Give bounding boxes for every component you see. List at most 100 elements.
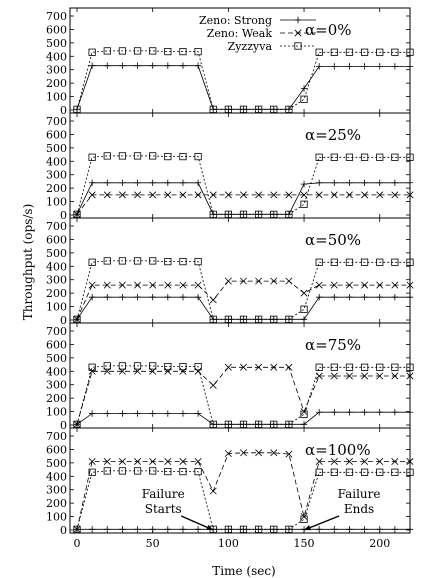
square-marker xyxy=(315,468,323,476)
cross-marker xyxy=(73,525,81,533)
cross-marker xyxy=(361,372,369,380)
plus-marker xyxy=(194,410,202,417)
cross-marker xyxy=(285,191,293,199)
y-tick-label: 300 xyxy=(46,64,67,77)
plus-marker xyxy=(346,409,353,416)
square-marker xyxy=(330,258,338,266)
plus-marker xyxy=(164,526,172,533)
legend-label: Zeno: Weak xyxy=(207,27,273,40)
plus-marker xyxy=(179,526,187,533)
plus-marker xyxy=(315,409,323,416)
plus-marker xyxy=(376,526,383,533)
cross-marker xyxy=(255,277,263,285)
plus-marker xyxy=(406,179,414,186)
square-marker xyxy=(224,525,232,533)
square-marker xyxy=(345,48,354,56)
cross-marker xyxy=(345,281,353,289)
plus-marker xyxy=(73,106,81,113)
plus-marker xyxy=(361,63,368,70)
y-tick-label: 200 xyxy=(46,182,67,195)
square-marker xyxy=(330,468,338,476)
plus-marker xyxy=(315,293,323,301)
cross-marker xyxy=(240,363,247,371)
cross-marker xyxy=(134,458,142,465)
annotation-arrowhead xyxy=(304,525,312,531)
plus-marker xyxy=(88,526,96,533)
y-tick-label: 200 xyxy=(46,497,67,510)
cross-marker xyxy=(164,281,172,289)
square-marker xyxy=(118,152,127,160)
y-tick-label: 400 xyxy=(46,470,67,483)
cross-marker xyxy=(345,458,353,465)
plus-marker xyxy=(164,410,172,417)
y-tick-label: 600 xyxy=(46,128,67,141)
cross-marker xyxy=(118,281,126,289)
plus-marker xyxy=(194,293,202,301)
plus-marker xyxy=(346,293,353,301)
cross-marker xyxy=(240,191,247,199)
cross-marker xyxy=(149,281,157,289)
square-marker xyxy=(179,467,187,476)
series-line xyxy=(76,65,410,110)
legend-label: Zeno: Strong xyxy=(199,14,272,27)
square-marker xyxy=(255,525,263,533)
plus-marker xyxy=(406,526,414,533)
cross-marker xyxy=(361,191,369,199)
y-tick-label: 0 xyxy=(60,209,67,222)
square-marker xyxy=(345,153,354,161)
plus-marker xyxy=(119,410,126,417)
y-tick-label: 400 xyxy=(46,50,67,63)
cross-marker xyxy=(376,191,384,199)
square-marker xyxy=(406,258,414,266)
plus-marker xyxy=(119,179,126,186)
cross-marker xyxy=(361,458,369,465)
x-axis-label: Time (sec) xyxy=(212,564,275,578)
cross-marker xyxy=(240,449,247,457)
plus-marker xyxy=(134,526,141,533)
plus-marker xyxy=(331,526,338,533)
square-marker xyxy=(133,467,142,475)
plus-marker xyxy=(406,63,414,70)
y-tick-label: 700 xyxy=(46,10,67,23)
cross-marker xyxy=(330,281,338,289)
series-2 xyxy=(73,47,414,113)
cross-marker xyxy=(194,281,202,289)
cross-marker xyxy=(315,458,323,465)
series-2 xyxy=(73,257,414,323)
plus-marker xyxy=(376,179,383,186)
cross-marker xyxy=(194,191,202,199)
square-marker xyxy=(376,258,384,266)
cross-marker xyxy=(376,281,384,289)
plus-marker xyxy=(406,409,414,416)
square-marker xyxy=(164,152,172,161)
square-marker xyxy=(360,153,369,161)
square-marker xyxy=(149,467,157,475)
series-1 xyxy=(73,363,414,428)
series-1 xyxy=(73,191,414,218)
cross-marker xyxy=(406,191,414,199)
plus-marker xyxy=(300,85,308,92)
y-tick-label: 600 xyxy=(46,23,67,36)
cross-marker xyxy=(224,449,232,457)
square-marker xyxy=(391,468,399,476)
plus-marker xyxy=(104,410,111,417)
series-line xyxy=(76,280,410,320)
square-marker xyxy=(149,362,157,370)
square-marker xyxy=(294,42,302,50)
cross-marker xyxy=(179,367,187,375)
plus-marker xyxy=(331,293,338,301)
y-tick-label: 0 xyxy=(60,314,67,327)
plus-marker xyxy=(164,293,172,301)
cross-marker xyxy=(179,191,187,199)
y-tick-label: 300 xyxy=(46,169,67,182)
cross-marker xyxy=(361,281,369,289)
cross-marker xyxy=(179,458,187,465)
square-marker xyxy=(330,363,338,371)
plus-marker xyxy=(300,421,308,428)
cross-marker xyxy=(391,191,399,199)
square-marker xyxy=(118,257,127,265)
square-marker xyxy=(103,467,111,475)
square-marker xyxy=(194,152,202,161)
square-marker xyxy=(315,153,323,161)
